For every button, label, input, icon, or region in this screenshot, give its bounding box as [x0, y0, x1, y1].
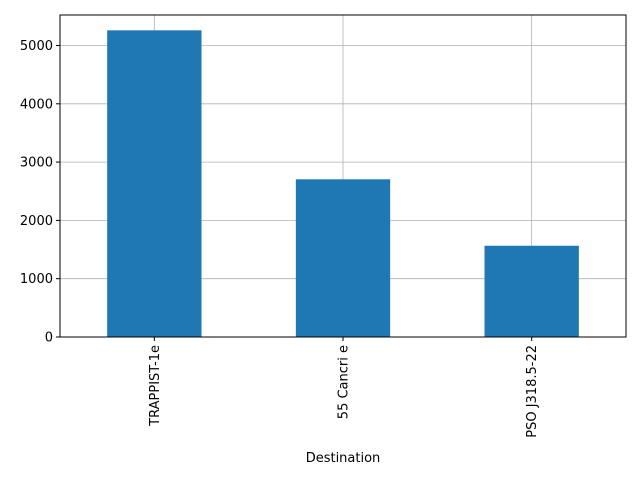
- y-tick-label: 1000: [20, 272, 53, 287]
- x-tick-label: PSO J318.5-22: [525, 345, 540, 438]
- bar: [107, 30, 202, 337]
- y-tick-label: 2000: [20, 214, 53, 229]
- y-axis: 0 1000 2000 3000 4000 5000: [20, 39, 60, 346]
- bar: [295, 179, 391, 337]
- bars: [107, 30, 579, 337]
- x-axis: TRAPPIST-1e 55 Cancri e PSO J318.5-22: [148, 337, 540, 438]
- bar: [484, 245, 579, 337]
- y-tick-label: 0: [45, 331, 53, 346]
- y-tick-label: 4000: [20, 97, 53, 112]
- y-tick-label: 3000: [20, 156, 53, 171]
- x-tick-label: 55 Cancri e: [337, 345, 352, 419]
- x-axis-title: Destination: [306, 451, 381, 466]
- x-tick-label: TRAPPIST-1e: [148, 345, 163, 427]
- y-tick-label: 5000: [20, 39, 53, 54]
